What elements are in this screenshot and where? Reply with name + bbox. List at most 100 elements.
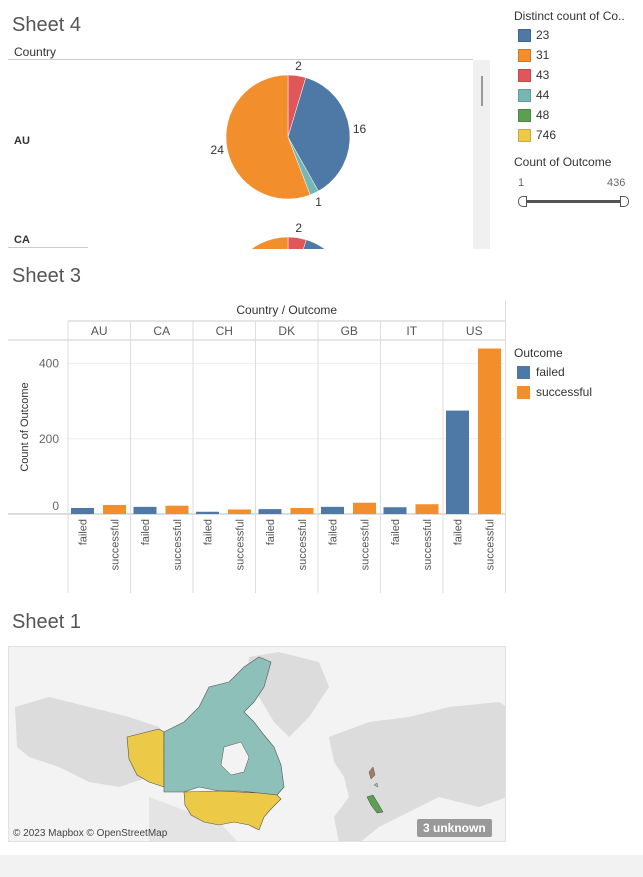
world-map <box>15 652 505 841</box>
sub-category-label: successful <box>297 519 309 570</box>
row-label-ca: CA <box>14 234 30 246</box>
pie-slice-label: 2 <box>295 221 302 235</box>
category-label: DK <box>278 324 295 338</box>
sub-category-label: failed <box>390 519 402 545</box>
bar[interactable] <box>196 511 219 514</box>
row-label-au: AU <box>14 135 30 147</box>
legend-swatch[interactable] <box>518 69 531 82</box>
scrollbar-thumb[interactable] <box>481 76 483 106</box>
category-label: CH <box>216 324 233 338</box>
category-label: AU <box>91 324 108 338</box>
usa-region <box>183 790 282 831</box>
bar[interactable] <box>353 502 376 514</box>
bar-chart: Country / Outcome 0 200 400 Count of Outcome… <box>8 300 506 593</box>
bar[interactable] <box>446 410 469 514</box>
pie-slice-label: 2 <box>295 59 302 73</box>
legend-item-label[interactable]: 746 <box>536 128 557 142</box>
color-legend-title: Distinct count of Co.. <box>514 9 625 23</box>
legend-swatch[interactable] <box>518 109 531 122</box>
denmark-region <box>373 782 379 788</box>
bar[interactable] <box>290 507 314 514</box>
sheet1-title: Sheet 1 <box>12 611 81 633</box>
category-label: US <box>466 324 483 338</box>
slider-track <box>522 200 625 203</box>
sub-category-label: successful <box>110 519 122 570</box>
outcome-legend-title: Outcome <box>514 346 563 360</box>
pie-slice[interactable] <box>225 74 311 200</box>
legend-item-label[interactable]: 43 <box>536 68 550 82</box>
legend-item-label[interactable]: 23 <box>536 28 550 42</box>
legend-swatch[interactable] <box>518 49 531 62</box>
size-legend-min: 1 <box>518 177 525 189</box>
bar[interactable] <box>133 506 157 514</box>
y-tick-label: 400 <box>39 357 59 371</box>
sub-category-label: failed <box>140 519 152 545</box>
category-label: GB <box>341 324 358 338</box>
bar[interactable] <box>258 509 282 514</box>
row-divider <box>8 247 88 248</box>
size-legend-title: Count of Outcome <box>514 155 612 169</box>
y-tick-label: 0 <box>52 499 59 513</box>
legend-item-label[interactable]: 44 <box>536 88 550 102</box>
size-legend-slider[interactable] <box>518 196 630 208</box>
row-header-country: Country <box>14 45 57 59</box>
legend-swatch[interactable] <box>518 89 531 102</box>
sheet4-title: Sheet 4 <box>12 14 81 36</box>
map-view[interactable]: © 2023 Mapbox © OpenStreetMap 3 unknown <box>8 646 506 842</box>
bar[interactable] <box>415 504 439 514</box>
pie-slice-label: 16 <box>353 122 367 136</box>
sub-category-label: successful <box>172 519 184 570</box>
bar[interactable] <box>228 509 251 514</box>
sheet4-pane: Country AU CA 2 16 1 24 2 <box>8 44 490 249</box>
legend-swatch[interactable] <box>518 129 531 142</box>
legend-swatch[interactable] <box>518 29 531 42</box>
bar[interactable] <box>383 507 407 514</box>
pie-chart: 2 16 1 24 2 <box>211 59 367 249</box>
slider-handle-max[interactable] <box>620 196 629 207</box>
sub-category-label: failed <box>265 519 277 545</box>
landmass-grey <box>149 797 238 841</box>
unknown-badge[interactable]: 3 unknown <box>417 819 492 837</box>
legend-swatch[interactable] <box>517 366 530 379</box>
sub-category-label: successful <box>485 519 497 570</box>
pie-slice[interactable] <box>226 236 315 249</box>
legend-item-label[interactable]: 48 <box>536 108 550 122</box>
legend-swatch[interactable] <box>517 386 530 399</box>
pie-slice[interactable] <box>287 236 307 249</box>
category-label: IT <box>406 324 417 338</box>
y-axis-label: Count of Outcome <box>19 382 31 471</box>
bar[interactable] <box>321 506 344 514</box>
category-label: CA <box>153 324 170 338</box>
uk-region <box>368 766 376 780</box>
bar-header-title: Country / Outcome <box>236 303 337 317</box>
landmass-grey <box>15 697 159 787</box>
sub-category-label: failed <box>203 519 215 545</box>
sub-category-label: successful <box>360 519 372 570</box>
legend-item-label[interactable]: failed <box>536 365 565 379</box>
canada-region <box>163 656 285 796</box>
sub-category-label: successful <box>422 519 434 570</box>
bar[interactable] <box>478 348 501 514</box>
vertical-scrollbar[interactable] <box>473 60 490 249</box>
pie-slice[interactable] <box>287 77 351 192</box>
bar[interactable] <box>71 507 94 514</box>
footer-bar <box>0 855 643 877</box>
legend-item-label[interactable]: successful <box>536 385 593 399</box>
pie-slice[interactable] <box>288 239 350 249</box>
size-legend-max: 436 <box>607 177 626 189</box>
sheet3-title: Sheet 3 <box>12 265 81 287</box>
map-attribution[interactable]: © 2023 Mapbox © OpenStreetMap <box>13 828 168 839</box>
sub-category-label: failed <box>453 519 465 545</box>
y-tick-label: 200 <box>39 432 59 446</box>
hudson-bay <box>220 741 250 776</box>
bar[interactable] <box>165 505 189 514</box>
legend-item-label[interactable]: 31 <box>536 48 550 62</box>
slider-handle-min[interactable] <box>518 196 527 207</box>
sub-category-label: successful <box>235 519 247 570</box>
sub-category-label: failed <box>328 519 340 545</box>
sub-category-label: failed <box>78 519 90 545</box>
header-divider <box>8 59 473 60</box>
bar[interactable] <box>103 504 126 514</box>
italy-region <box>366 794 384 814</box>
pie-slice-label: 1 <box>315 195 322 209</box>
